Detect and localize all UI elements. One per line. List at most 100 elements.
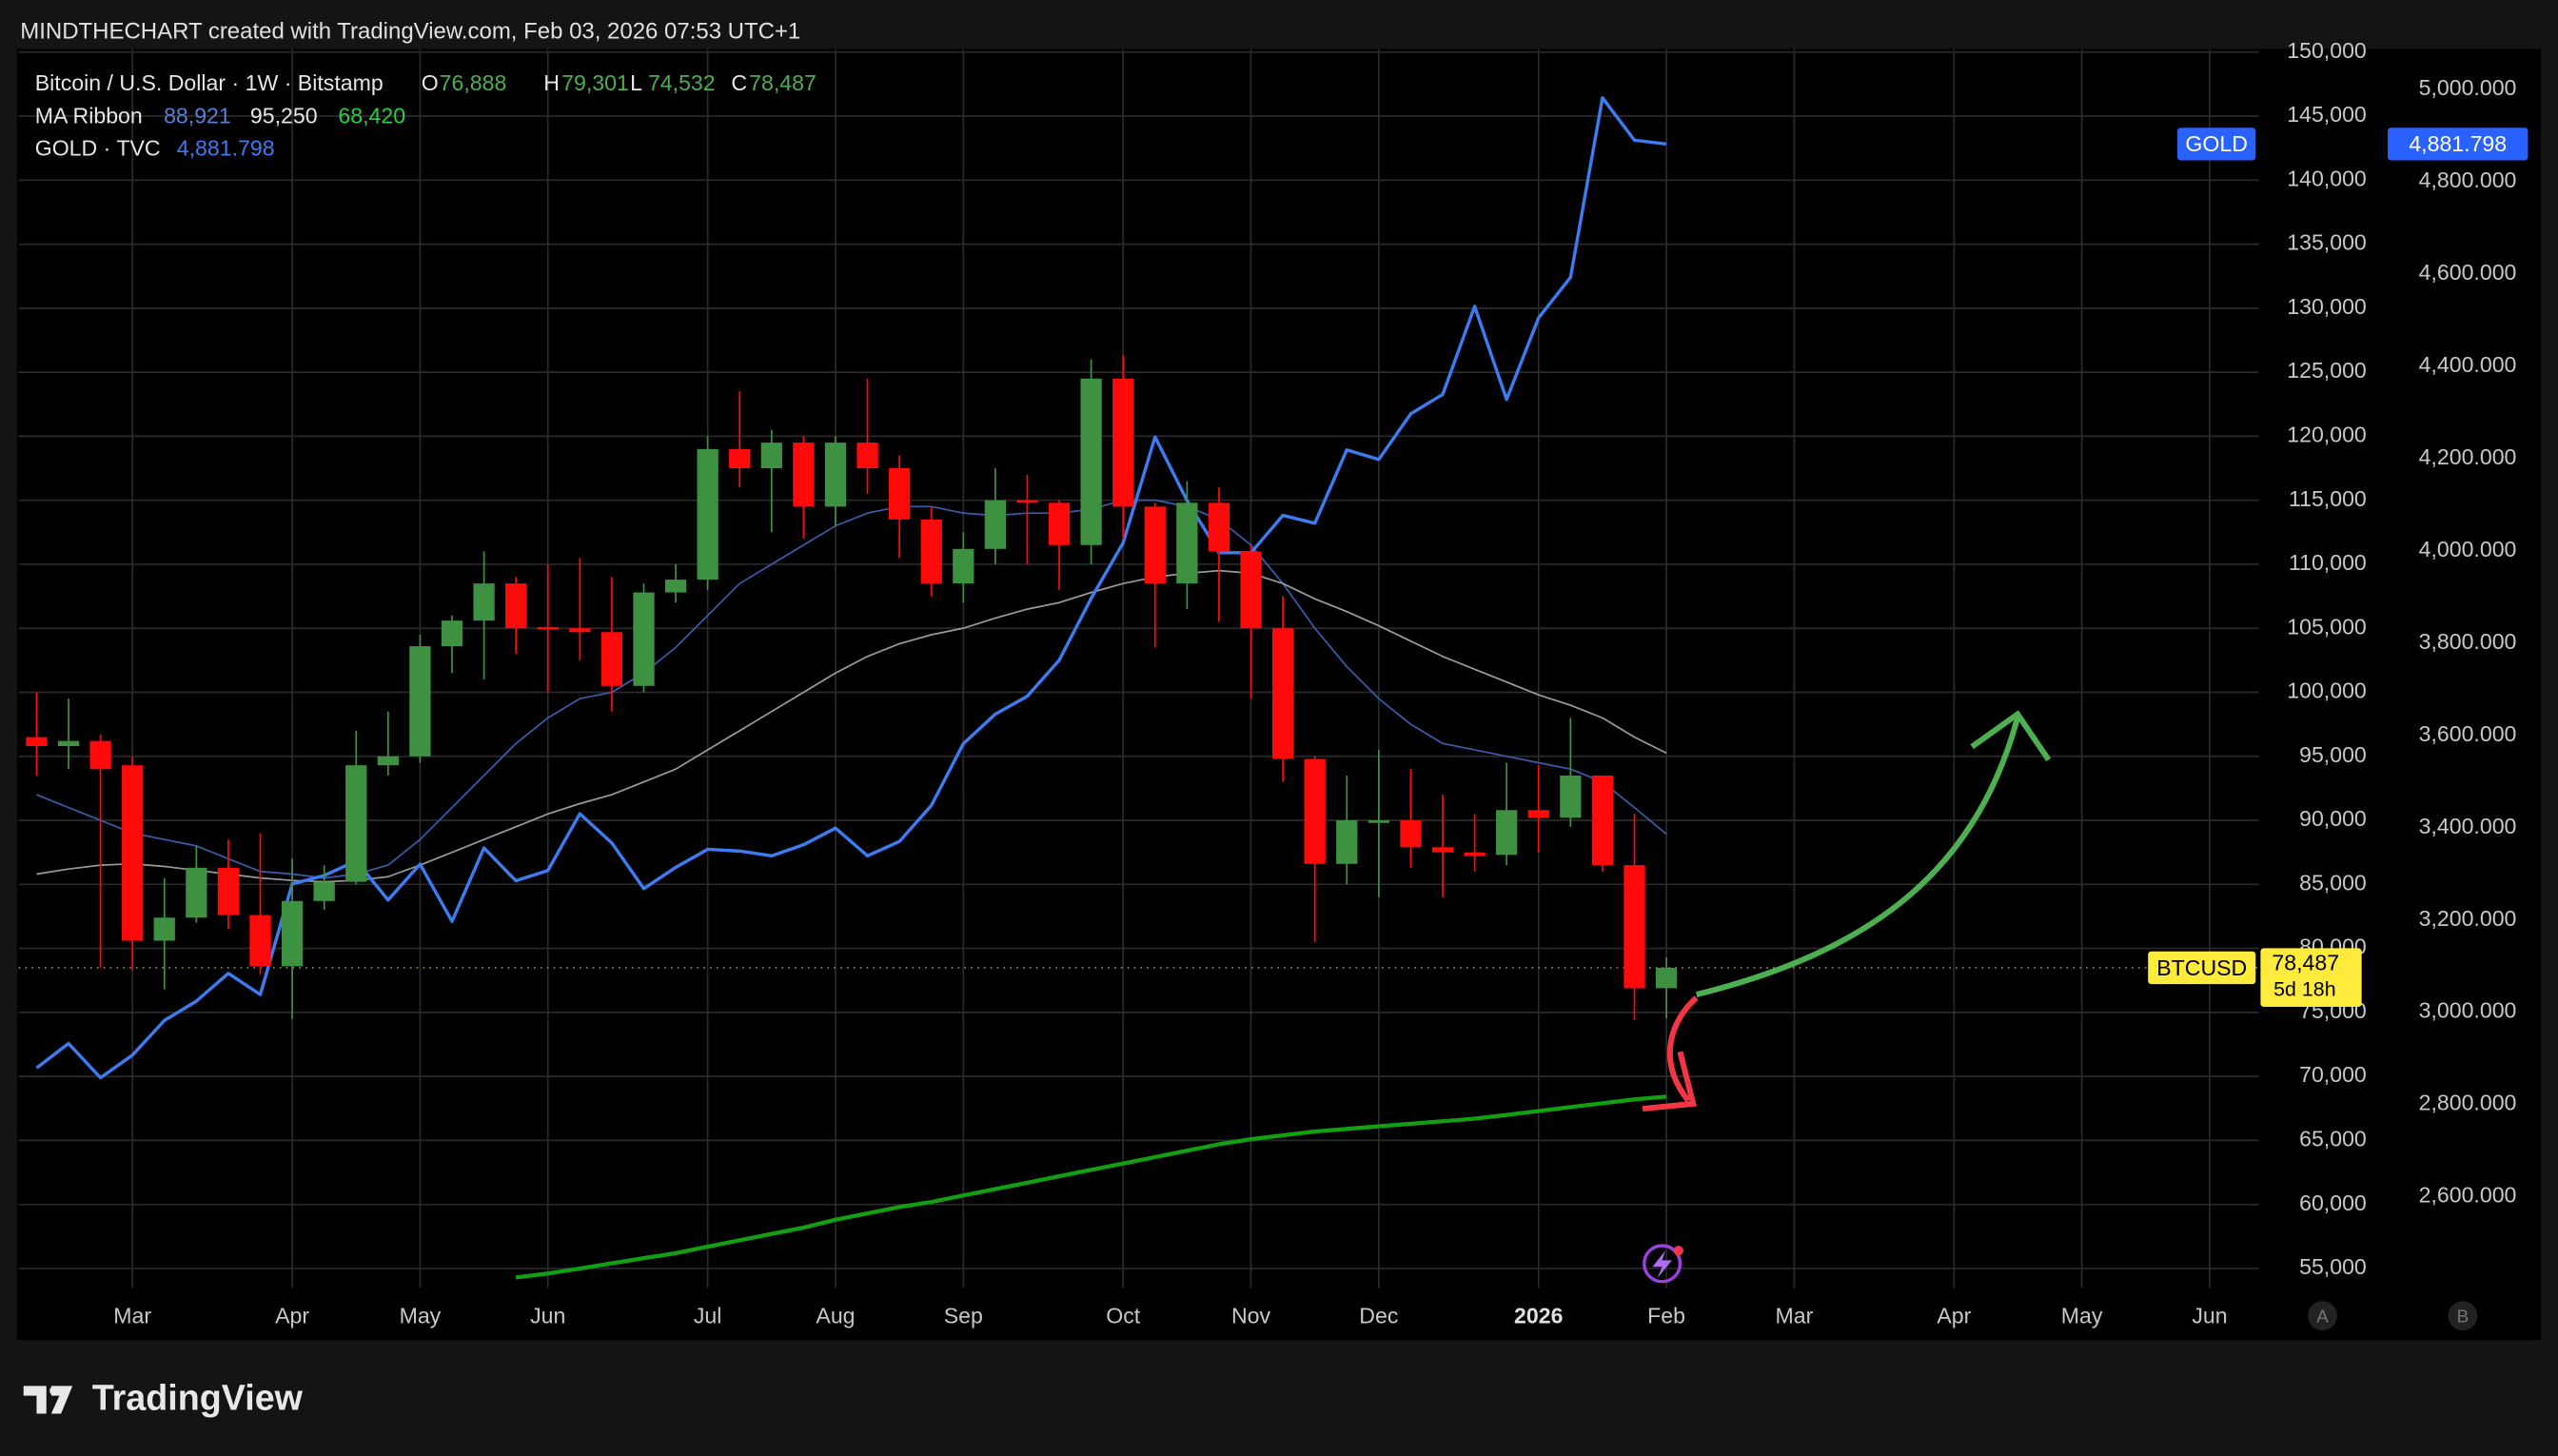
legend-ma: MA Ribbon — [35, 103, 143, 128]
y-tick-label: 70,000 — [2299, 1062, 2367, 1087]
x-tick-label: Apr — [275, 1303, 309, 1328]
gold-tag-value: 4,881.798 — [2409, 131, 2507, 156]
axes: 55,00060,00065,00070,00075,00080,00085,0… — [113, 38, 2528, 1328]
y-tick-label: 65,000 — [2299, 1127, 2367, 1151]
y2-tick-label: 5,000.000 — [2419, 75, 2517, 100]
legend-ohlc-key: O — [422, 70, 439, 95]
candle-body — [537, 626, 559, 630]
button-b[interactable] — [2448, 1301, 2478, 1331]
x-tick-label: Feb — [1647, 1303, 1685, 1328]
candle-body — [1176, 502, 1198, 584]
candle-body — [600, 632, 623, 686]
y2-tick-label: 3,200.000 — [2419, 906, 2517, 931]
legend-ma-value: 95,250 — [250, 103, 318, 128]
y-tick-label: 60,000 — [2299, 1190, 2367, 1215]
candle-body — [1368, 820, 1389, 823]
y-tick-label: 95,000 — [2299, 742, 2367, 767]
line-series — [515, 1094, 1667, 1280]
icon-dot — [1673, 1245, 1683, 1256]
candle-body — [569, 628, 591, 633]
arrowhead-red — [1642, 1051, 1697, 1112]
gold-tag-name-bg — [2177, 128, 2256, 161]
price-tag-countdown: 5d 18h — [2273, 978, 2335, 1001]
candle-body — [1431, 847, 1454, 853]
price-tag-name: BTCUSD — [2156, 955, 2247, 980]
candle-body — [1527, 810, 1549, 818]
button-a[interactable] — [2308, 1301, 2337, 1331]
x-tick-label: Nov — [1231, 1303, 1271, 1328]
candle-body — [1080, 378, 1102, 545]
logo-icon — [23, 1386, 73, 1414]
grid — [18, 49, 2259, 1289]
candle-body — [505, 583, 527, 629]
candle-body — [313, 881, 335, 901]
candle-body — [473, 583, 495, 621]
x-tick-label: Apr — [1937, 1303, 1971, 1328]
x-tick-label: Jul — [694, 1303, 722, 1328]
y2-tick-label: 3,400.000 — [2419, 814, 2517, 838]
candle-body — [345, 765, 367, 882]
candle-body — [409, 646, 431, 757]
legend-ohlc-value: 79,301 — [561, 70, 629, 95]
x-tick-label: Aug — [816, 1303, 855, 1328]
legend-symbol: Bitcoin / U.S. Dollar · 1W · Bitstamp — [35, 70, 384, 95]
candle-body — [281, 900, 304, 967]
candle-body — [249, 915, 271, 967]
candle-body — [1464, 852, 1486, 856]
candle-body — [889, 468, 911, 520]
y2-tick-label: 3,600.000 — [2419, 721, 2517, 746]
candle-body — [1400, 820, 1422, 848]
candle-body — [1623, 865, 1645, 989]
y-tick-label: 90,000 — [2299, 806, 2367, 831]
x-tick-label: Mar — [1776, 1303, 1814, 1328]
y-tick-label: 150,000 — [2287, 38, 2367, 63]
x-tick-label: Mar — [113, 1303, 151, 1328]
x-tick-label: May — [400, 1303, 442, 1328]
candle-body — [729, 448, 751, 469]
y-tick-label: 115,000 — [2289, 486, 2367, 511]
candle-body — [1655, 967, 1678, 989]
candle-body — [1144, 506, 1166, 584]
candle-body — [186, 867, 207, 918]
candle-body — [984, 500, 1007, 549]
y-tick-label: 85,000 — [2299, 870, 2367, 895]
button-b-label: B — [2457, 1306, 2469, 1326]
candle-body — [793, 443, 815, 507]
icon[interactable] — [1643, 1244, 1682, 1284]
candle-body — [920, 519, 942, 584]
candle-body — [1560, 775, 1582, 818]
legend-ma-value: 88,921 — [164, 103, 231, 128]
candle-body — [217, 867, 240, 915]
header: MINDTHECHART created with TradingView.co… — [20, 19, 800, 45]
y-tick-label: 105,000 — [2287, 614, 2367, 639]
y-tick-label: 125,000 — [2287, 358, 2367, 383]
candle-body — [1271, 628, 1294, 759]
y-tick-label: 55,000 — [2299, 1254, 2367, 1279]
arrow-red — [1666, 995, 1699, 1103]
legend-ohlc-value: 76,888 — [440, 70, 507, 95]
candle-body — [377, 756, 399, 766]
arrow-green — [1695, 717, 2021, 998]
arrowhead-green — [1970, 710, 2052, 762]
candle-body — [1112, 378, 1134, 507]
candle-body — [26, 737, 48, 746]
candle-body — [1208, 502, 1230, 552]
logo-text: TradingView — [92, 1378, 304, 1418]
legend-ohlc-key: L — [630, 70, 642, 95]
candle-body — [633, 592, 655, 686]
legend-gold: GOLD · TVC — [35, 136, 161, 161]
candle-body — [89, 740, 111, 770]
candle-body — [122, 765, 144, 941]
legend-ma-value: 68,420 — [338, 103, 405, 128]
x-tick-label: Jun — [530, 1303, 565, 1328]
x-tick-label: Oct — [1106, 1303, 1141, 1328]
candle-body — [153, 917, 175, 941]
candle-body — [760, 443, 782, 469]
candle-body — [441, 620, 463, 647]
gold-tag-name: GOLD — [2185, 131, 2248, 156]
candle-body — [1240, 551, 1262, 629]
legend-ohlc-key: C — [731, 70, 747, 95]
legend-ohlc-value: 78,487 — [749, 70, 817, 95]
x-tick-label: Sep — [944, 1303, 983, 1328]
